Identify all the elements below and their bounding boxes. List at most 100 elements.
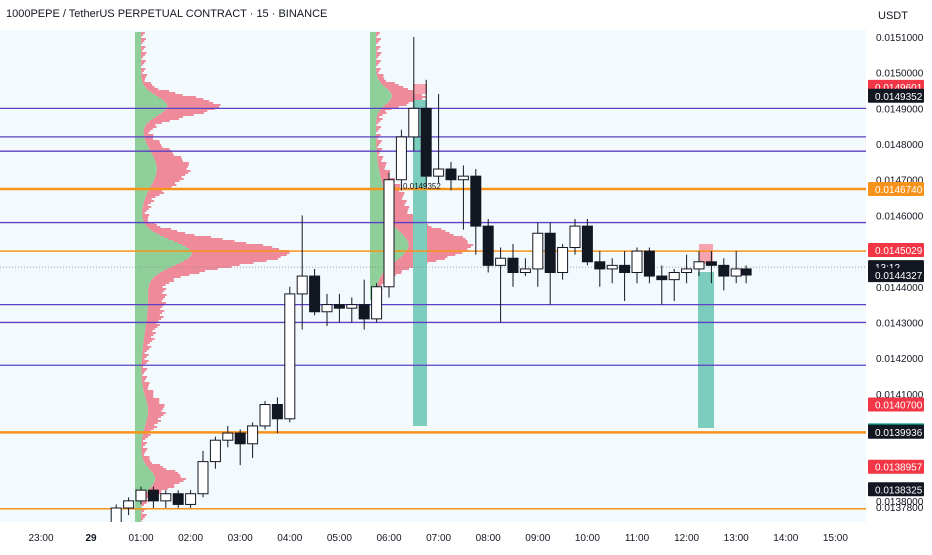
time-tick: 04:00: [277, 533, 302, 544]
candle-body[interactable]: [607, 265, 617, 269]
profile-bar-green: [135, 200, 144, 202]
candle-body[interactable]: [682, 269, 692, 273]
profile-bar-green: [135, 138, 145, 140]
candle-body[interactable]: [595, 262, 605, 269]
candle-body[interactable]: [334, 305, 344, 309]
candle-body[interactable]: [297, 276, 307, 294]
profile-bar-green: [370, 88, 387, 90]
profile-bar-green: [370, 184, 383, 186]
candle-body[interactable]: [520, 269, 530, 273]
profile-bar-red: [377, 116, 379, 118]
candle-body[interactable]: [632, 251, 642, 272]
profile-bar-green: [135, 306, 148, 308]
profile-bar-green: [135, 458, 143, 460]
profile-bar-red: [164, 100, 209, 102]
candle-body[interactable]: [421, 108, 431, 176]
candle-body[interactable]: [558, 248, 568, 273]
candle-body[interactable]: [434, 169, 444, 176]
candle-body[interactable]: [248, 426, 258, 444]
candle-body[interactable]: [372, 287, 382, 319]
candle-body[interactable]: [582, 226, 592, 262]
profile-bar-green: [370, 140, 376, 142]
profile-bar-green: [135, 214, 142, 216]
candle-body[interactable]: [136, 490, 146, 501]
profile-bar-red: [150, 282, 169, 284]
candle-body[interactable]: [731, 269, 741, 276]
candle-body[interactable]: [669, 273, 679, 280]
profile-bar-green: [135, 434, 143, 436]
candle-body[interactable]: [359, 305, 369, 319]
candle-body[interactable]: [161, 494, 171, 501]
time-tick: 23:00: [28, 533, 53, 544]
profile-bar-green: [370, 154, 377, 156]
candle-body[interactable]: [741, 269, 751, 275]
candle-body[interactable]: [124, 501, 134, 508]
price-label: 0.0149352: [868, 89, 924, 103]
profile-bar-red: [148, 300, 162, 302]
candle-body[interactable]: [396, 137, 406, 180]
profile-bar-green: [135, 122, 148, 124]
time-tick: 09:00: [525, 533, 550, 544]
profile-bar-red: [143, 204, 148, 206]
profile-bar-green: [135, 216, 142, 218]
profile-bar-green: [135, 428, 144, 430]
profile-bar-red: [148, 146, 162, 148]
currency-label[interactable]: USDT: [878, 10, 908, 22]
candle-body[interactable]: [644, 251, 654, 276]
candle-body[interactable]: [272, 405, 282, 419]
profile-bar-red: [149, 148, 169, 150]
candle-body[interactable]: [148, 490, 158, 501]
candle-body[interactable]: [483, 226, 493, 265]
candle-body[interactable]: [322, 305, 332, 312]
candle-body[interactable]: [533, 233, 543, 269]
candle-body[interactable]: [545, 233, 555, 272]
candle-body[interactable]: [620, 265, 630, 272]
candle-body[interactable]: [409, 108, 419, 137]
candle-body[interactable]: [235, 433, 245, 444]
profile-bar-green: [135, 272, 160, 274]
candle-body[interactable]: [260, 405, 270, 426]
profile-bar-red: [168, 238, 222, 240]
profile-bar-red: [142, 352, 144, 354]
profile-bar-red: [380, 174, 389, 176]
profile-bar-red: [152, 92, 175, 94]
candle-body[interactable]: [210, 440, 220, 461]
profile-bar-red: [167, 106, 219, 108]
profile-bar-green: [135, 202, 144, 204]
profile-bar-green: [135, 300, 148, 302]
profile-bar-green: [135, 118, 152, 120]
candle-body[interactable]: [719, 265, 729, 276]
profile-bar-green: [135, 100, 164, 102]
candle-body[interactable]: [173, 494, 183, 505]
profile-bar-green: [370, 278, 379, 280]
profile-bar-red: [376, 56, 378, 58]
candle-body[interactable]: [706, 262, 716, 266]
candle-body[interactable]: [310, 276, 320, 312]
profile-bar-red: [152, 152, 173, 154]
candle-body[interactable]: [508, 258, 518, 272]
candle-body[interactable]: [384, 180, 394, 287]
candle-body[interactable]: [446, 169, 456, 180]
candle-body[interactable]: [285, 294, 295, 419]
profile-bar-red: [142, 452, 145, 454]
profile-bar-red: [141, 40, 144, 42]
profile-bar-red: [148, 290, 164, 292]
candle-body[interactable]: [458, 176, 468, 180]
candle-body[interactable]: [347, 305, 357, 309]
candle-body[interactable]: [471, 176, 481, 226]
profile-bar-green: [135, 420, 147, 422]
profile-bar-green: [370, 166, 379, 168]
candle-body[interactable]: [198, 462, 208, 494]
profile-bar-red: [143, 386, 148, 388]
profile-bar-green: [370, 90, 389, 92]
candle-body[interactable]: [186, 494, 196, 505]
profile-bar-red: [155, 480, 184, 482]
candle-body[interactable]: [223, 433, 233, 440]
profile-bar-red: [377, 114, 382, 116]
candle-body[interactable]: [496, 258, 506, 265]
candle-body[interactable]: [657, 276, 667, 280]
candle-body[interactable]: [694, 262, 704, 269]
candle-body[interactable]: [570, 226, 580, 247]
